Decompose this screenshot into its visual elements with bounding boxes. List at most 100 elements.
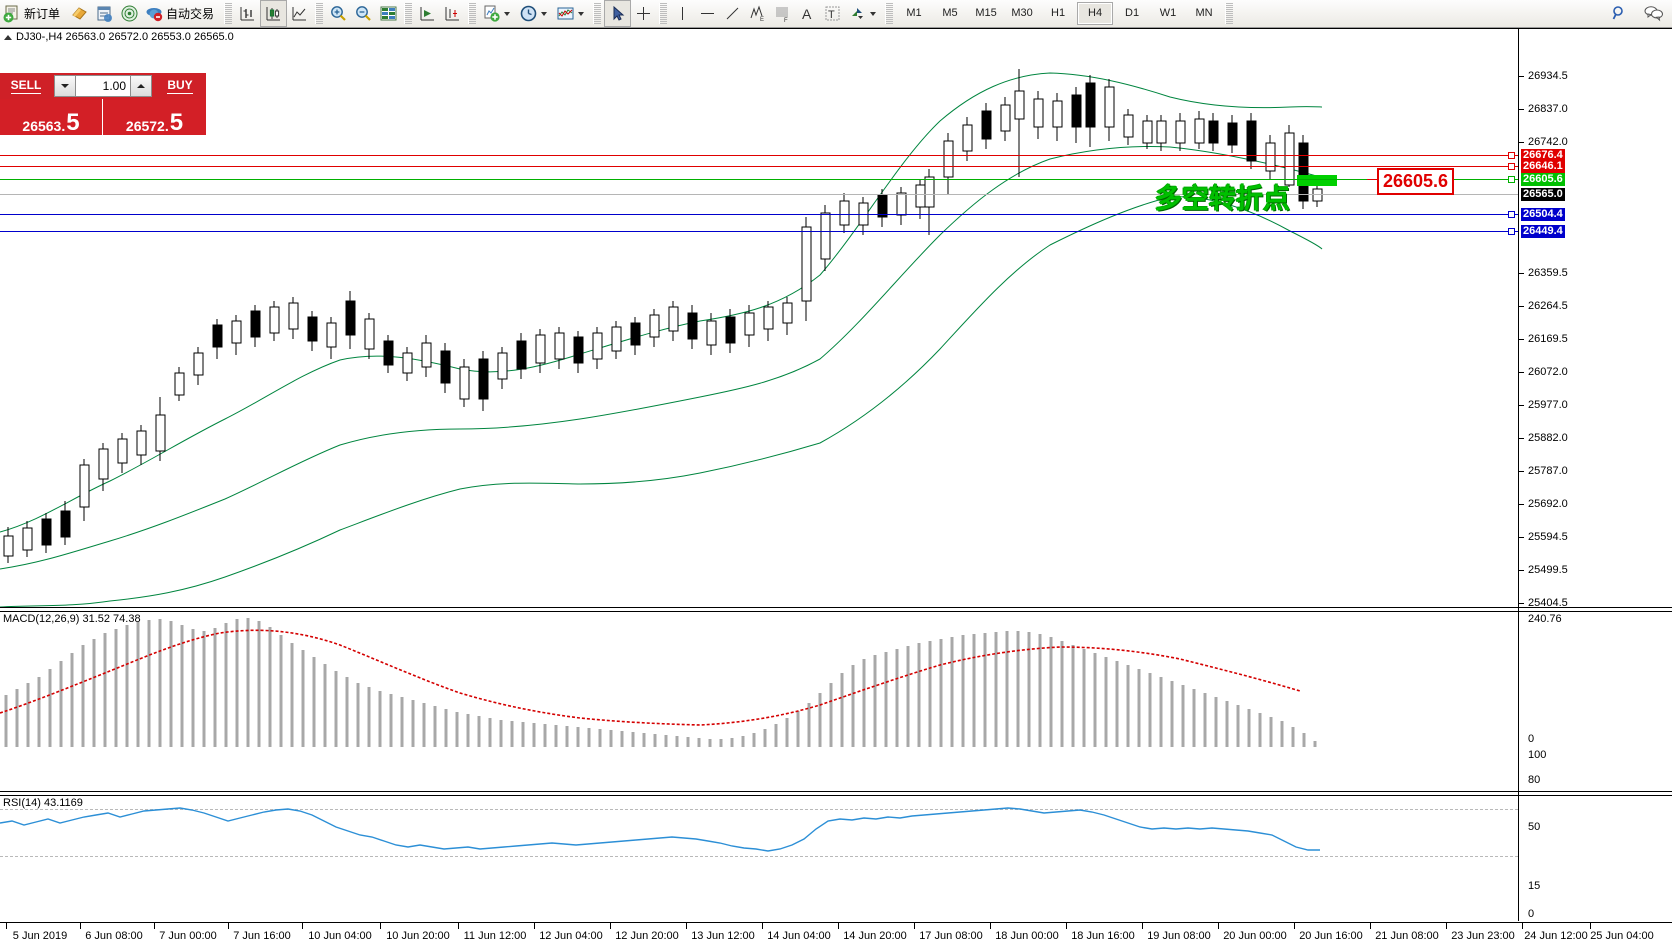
level-handle-support-1[interactable] xyxy=(1508,211,1515,218)
buy-price-display[interactable]: 26572 . 5 xyxy=(103,99,206,135)
timeframe-m5[interactable]: M5 xyxy=(942,7,958,19)
trend-line-button[interactable] xyxy=(720,1,745,26)
price-scale[interactable]: 26934.5 26837.0 26742.0 26359.5 26264.5 … xyxy=(1518,29,1672,921)
level-line-resistance-1[interactable] xyxy=(0,155,1518,156)
timeframe-w1[interactable]: W1 xyxy=(1159,7,1177,19)
price-tick xyxy=(1519,603,1524,604)
time-tick xyxy=(154,923,155,929)
time-label: 24 Jun 12:00 xyxy=(1524,930,1588,942)
timeframe-d1[interactable]: D1 xyxy=(1125,7,1140,19)
zoom-in-button[interactable] xyxy=(326,1,351,26)
toolbar-right-group xyxy=(1610,4,1672,23)
zoom-out-button[interactable] xyxy=(351,1,376,26)
one-click-trading-panel[interactable]: SELL 1.00 BUY 26563 . xyxy=(0,73,206,135)
level-handle-target-green[interactable] xyxy=(1508,176,1515,183)
indicators-dropdown-arrow[interactable] xyxy=(578,11,585,16)
crosshair-icon xyxy=(634,4,653,23)
chart-shift-button[interactable] xyxy=(415,1,440,26)
price-tick xyxy=(1519,76,1524,77)
shapes-button[interactable] xyxy=(845,1,882,26)
timeframe-h4[interactable]: H4 xyxy=(1077,2,1114,25)
timeframe-m30[interactable]: M30 xyxy=(1011,7,1033,19)
time-label: 12 Jun 20:00 xyxy=(615,930,679,942)
chat-icon[interactable] xyxy=(1643,4,1663,23)
vertical-line-button[interactable] xyxy=(670,1,695,26)
line-chart-button[interactable] xyxy=(287,1,312,26)
time-axis[interactable]: 5 Jun 2019 6 Jun 08:00 7 Jun 00:00 7 Jun… xyxy=(0,922,1672,950)
chart-shift-icon xyxy=(418,4,437,23)
crosshair-button[interactable] xyxy=(631,1,656,26)
time-label: 14 Jun 20:00 xyxy=(843,930,907,942)
level-line-support-1[interactable] xyxy=(0,214,1518,215)
level-handle-resistance-1[interactable] xyxy=(1508,152,1515,159)
auto-scroll-button[interactable] xyxy=(440,1,465,26)
sell-price-display[interactable]: 26563 . 5 xyxy=(0,99,103,135)
level-tag-resistance-1[interactable]: 26676.4 xyxy=(1521,149,1565,162)
search-icon[interactable] xyxy=(1610,4,1629,23)
cursor-button[interactable] xyxy=(604,0,632,27)
octp-price-row: 26563 . 5 26572 . 5 xyxy=(0,99,206,135)
time-label: 25 Jun 04:00 xyxy=(1590,930,1654,942)
chart-area[interactable]: DJ30-,H4 26563.0 26572.0 26553.0 26565.0 xyxy=(0,28,1672,948)
svg-text:E: E xyxy=(760,17,764,23)
new-order-icon xyxy=(3,4,22,23)
elliott-wave-icon: E xyxy=(748,4,767,23)
time-tick xyxy=(762,923,763,929)
shapes-dropdown-arrow[interactable] xyxy=(870,11,877,16)
time-label: 14 Jun 04:00 xyxy=(767,930,831,942)
price-tick-label: 25977.0 xyxy=(1528,399,1568,411)
text-button[interactable]: A xyxy=(795,1,820,26)
timeframe-m15[interactable]: M15 xyxy=(975,7,997,19)
buy-button-label: BUY xyxy=(167,78,193,94)
fibonacci-button[interactable]: F xyxy=(770,1,795,26)
indicators-button[interactable] xyxy=(553,1,590,26)
level-tag-resistance-2[interactable]: 26646.1 xyxy=(1521,160,1565,173)
volume-increase-button[interactable] xyxy=(130,75,152,97)
level-tag-target-green[interactable]: 26605.6 xyxy=(1521,173,1565,186)
timeframe-h1[interactable]: H1 xyxy=(1051,7,1066,19)
candlestick-chart-button[interactable] xyxy=(260,0,288,27)
new-chart-dropdown-arrow[interactable] xyxy=(504,11,511,16)
buy-button[interactable]: BUY xyxy=(154,73,206,99)
price-tick-label: 25499.5 xyxy=(1528,564,1568,576)
new-chart-button[interactable] xyxy=(479,1,516,26)
level-line-target-green[interactable] xyxy=(0,179,1518,180)
timeframe-m1[interactable]: M1 xyxy=(906,7,922,19)
time-tick xyxy=(1294,923,1295,929)
level-handle-resistance-2[interactable] xyxy=(1508,163,1515,170)
sell-button[interactable]: SELL xyxy=(0,73,52,99)
timeframe-mn[interactable]: MN xyxy=(1195,7,1213,19)
autotrade-button[interactable]: 自动交易 xyxy=(142,1,221,26)
level-tag-support-2[interactable]: 26449.4 xyxy=(1521,225,1565,238)
elliott-wave-button[interactable]: E xyxy=(745,1,770,26)
text-label-button[interactable]: T xyxy=(820,1,845,26)
level-line-support-2[interactable] xyxy=(0,231,1518,232)
collapse-triangle-icon[interactable] xyxy=(4,34,12,40)
volume-input[interactable]: 1.00 xyxy=(76,75,130,97)
rsi-scale-label: 80 xyxy=(1528,774,1541,786)
sell-button-label: SELL xyxy=(10,78,42,94)
data-window-button[interactable] xyxy=(92,1,117,26)
price-tick-label: 26359.5 xyxy=(1528,267,1568,279)
price-plot[interactable]: 多空转折点 xyxy=(0,29,1518,921)
horizontal-line-button[interactable] xyxy=(695,1,720,26)
navigator-button[interactable] xyxy=(117,1,142,26)
bar-chart-button[interactable] xyxy=(235,1,260,26)
expert-advisors-button[interactable] xyxy=(67,1,92,26)
new-order-button[interactable]: 新订单 xyxy=(0,1,67,26)
volume-stepper[interactable]: 1.00 xyxy=(52,73,154,99)
price-tick-label: 26264.5 xyxy=(1528,300,1568,312)
chart-annotation-text[interactable]: 多空转折点 xyxy=(1155,184,1290,215)
zoom-in-icon xyxy=(329,4,348,23)
level-handle-support-2[interactable] xyxy=(1508,228,1515,235)
period-dropdown-arrow[interactable] xyxy=(541,11,548,16)
price-callout-box[interactable]: 26605.6 xyxy=(1377,168,1455,195)
price-tick-label: 25594.5 xyxy=(1528,531,1568,543)
text-label-icon: T xyxy=(823,4,842,23)
level-tag-support-1[interactable]: 26504.4 xyxy=(1521,208,1565,221)
volume-decrease-button[interactable] xyxy=(54,75,76,97)
period-button[interactable] xyxy=(516,1,553,26)
level-line-resistance-2[interactable] xyxy=(0,166,1518,167)
template-button[interactable] xyxy=(376,1,401,26)
price-tick-label: 26934.5 xyxy=(1528,70,1568,82)
